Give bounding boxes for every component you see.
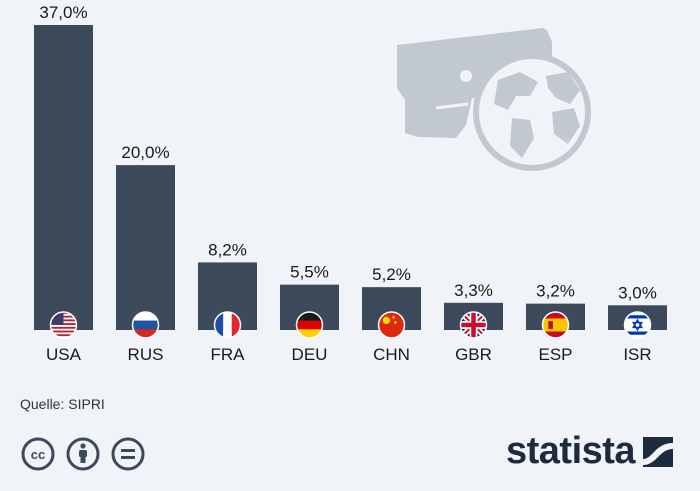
value-label: 3,0% <box>618 283 657 302</box>
bar-usa <box>34 25 93 330</box>
globe-icon <box>473 53 591 171</box>
value-label: 8,2% <box>208 240 247 259</box>
category-label: CHN <box>373 345 410 364</box>
value-label: 20,0% <box>121 143 169 162</box>
category-label: USA <box>46 345 82 364</box>
flag-germany-icon <box>296 312 323 338</box>
category-label: ESP <box>538 345 572 364</box>
bar-chart: 37,0% USA 20,0% RUS 8,2% FRA 5,5% DEU 5,2% CHN 3,3… <box>34 3 667 364</box>
flag-russia-icon <box>132 312 159 338</box>
statista-mark-icon <box>643 436 674 467</box>
flag-france-icon <box>214 312 241 338</box>
value-label: 5,2% <box>372 265 411 284</box>
bar-rus <box>116 165 175 330</box>
category-label: FRA <box>211 345 246 364</box>
source-note: Quelle: SIPRI <box>20 396 105 412</box>
category-label: ISR <box>623 345 651 364</box>
attribution-icon <box>66 437 100 471</box>
value-label: 3,3% <box>454 281 493 300</box>
category-label: GBR <box>455 345 492 364</box>
svg-text:cc: cc <box>31 447 45 462</box>
no-derivatives-icon <box>111 437 145 471</box>
value-label: 37,0% <box>39 3 87 22</box>
handgun-icon <box>397 28 552 138</box>
cc-icon: cc <box>21 437 55 471</box>
category-label: RUS <box>128 345 164 364</box>
value-label: 3,2% <box>536 282 575 301</box>
license-icons: cc <box>20 436 150 477</box>
brand-logo: statista <box>506 430 674 473</box>
value-label: 5,5% <box>290 263 329 282</box>
category-label: DEU <box>292 345 328 364</box>
brand-name: statista <box>506 430 636 472</box>
